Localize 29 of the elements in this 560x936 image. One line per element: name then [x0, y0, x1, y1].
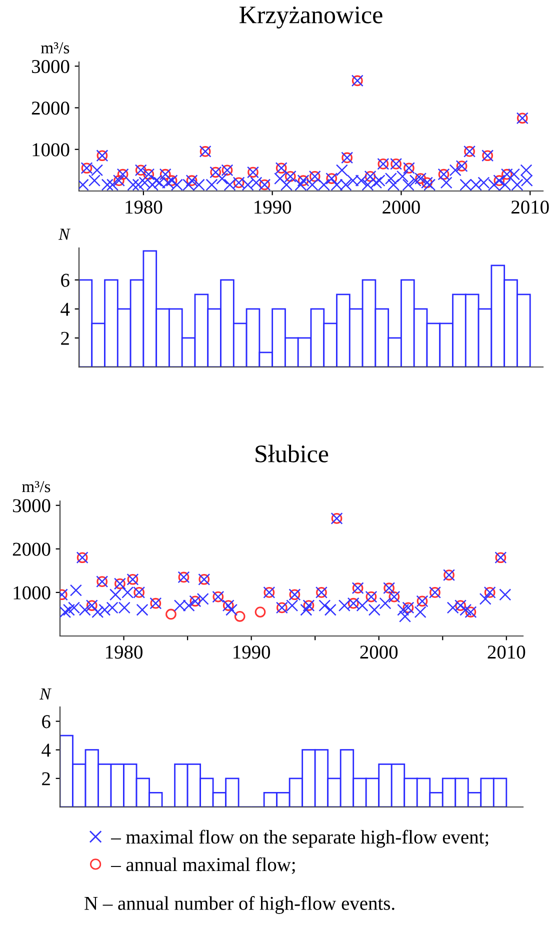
y-tick-label: 2 — [61, 332, 69, 345]
x-tick-label: 1990 — [254, 200, 292, 214]
y-tick-label: 2000 — [12, 542, 50, 556]
y-tick-label: 1000 — [14, 586, 50, 600]
x-tick-label: 1980 — [126, 200, 162, 214]
y-tick-label: 1000 — [32, 143, 70, 156]
x-tick-label: 2010 — [488, 646, 526, 659]
y-tick-label: 2000 — [32, 102, 70, 115]
y-axis-title: m³/s — [22, 481, 50, 492]
y-tick-label: 4 — [42, 744, 51, 757]
y-tick-label: 3000 — [13, 499, 50, 512]
x-tick-label: 2010 — [512, 200, 549, 214]
y-tick-label: 6 — [42, 715, 50, 728]
text: N – annual number of high-flow events. — [84, 896, 394, 914]
y-axis-title: N — [40, 688, 52, 700]
y-axis-title: m³/s — [40, 42, 70, 54]
x-tick-label: 1980 — [106, 646, 142, 659]
legend-label: – annual maximal flow; — [110, 857, 295, 874]
legend-label: – maximal flow on the separate high-flow event; — [110, 830, 488, 848]
y-tick-label: 3000 — [32, 60, 70, 74]
x-tick-label: 2000 — [360, 646, 398, 659]
y-tick-label: 4 — [60, 302, 70, 316]
x-tick-label: 2000 — [382, 200, 420, 214]
chart-title: Krzyżanowice — [240, 6, 382, 29]
y-tick-label: 6 — [61, 274, 70, 287]
chart-title: Słubice — [256, 444, 328, 462]
y-tick-label: 2 — [42, 772, 50, 786]
x-tick-label: 1990 — [234, 646, 270, 659]
y-axis-title: N — [58, 228, 70, 240]
